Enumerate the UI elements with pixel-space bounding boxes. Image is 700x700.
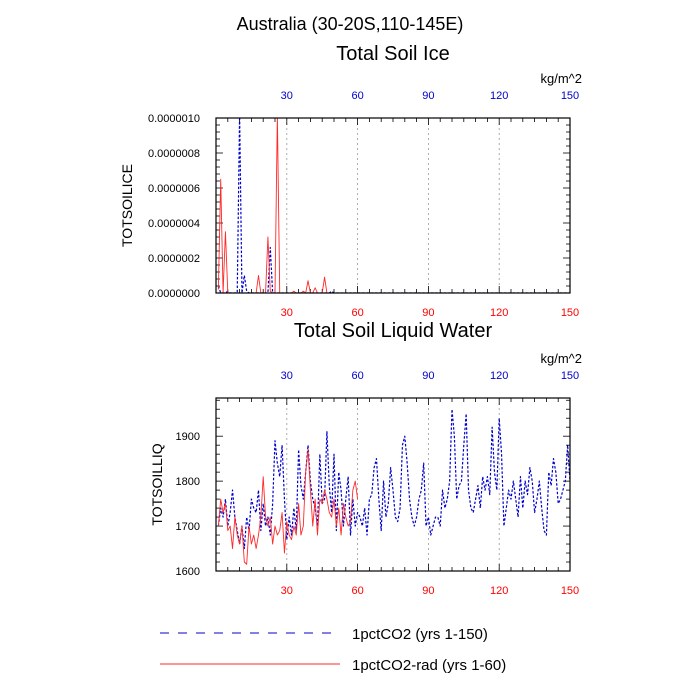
y-tick-label: 1800 — [176, 476, 200, 488]
plot-frame — [215, 117, 571, 294]
x-tick-label-bottom: 60 — [351, 585, 363, 597]
panel-soil-liquid-water: Total Soil Liquid Water kg/m^2 TOTSOILLIQ 1… — [149, 320, 582, 597]
x-tick-label-bottom: 30 — [281, 307, 293, 319]
x-tick-label-top: 150 — [561, 90, 579, 102]
x-tick-label-bottom: 120 — [490, 307, 508, 319]
y-axis-label: TOTSOILICE — [119, 164, 135, 247]
y-tick-label: 0.0000010 — [148, 113, 200, 125]
x-tick-label-top: 30 — [281, 90, 293, 102]
panel-title: Total Soil Ice — [336, 43, 449, 65]
x-tick-label-top: 60 — [351, 370, 363, 382]
y-tick-label: 0.0000004 — [148, 218, 200, 230]
x-tick-label-top: 120 — [490, 370, 508, 382]
legend-label-1pctco2: 1pctCO2 (yrs 1-150) — [352, 626, 488, 643]
x-tick-label-top: 120 — [490, 90, 508, 102]
x-tick-label-bottom: 90 — [422, 307, 434, 319]
units-label: kg/m^2 — [540, 351, 582, 366]
panel-soil-ice: Total Soil Ice kg/m^2 TOTSOILICE 0.0000000 0… — [119, 43, 582, 319]
x-tick-label-bottom: 120 — [490, 585, 508, 597]
y-tick-label: 1700 — [176, 521, 200, 533]
x-tick-label-top: 90 — [422, 370, 434, 382]
y-tick-label: 1600 — [176, 566, 200, 578]
y-axis-label: TOTSOILLIQ — [149, 443, 165, 525]
x-tick-label-top: 150 — [561, 370, 579, 382]
legend: 1pctCO2 (yrs 1-150) 1pctCO2-rad (yrs 1-6… — [160, 626, 506, 674]
series-line-1pctco2-rad — [217, 449, 359, 565]
x-tick-label-top: 30 — [281, 370, 293, 382]
x-tick-label-bottom: 90 — [422, 585, 434, 597]
x-tick-label-top: 60 — [351, 90, 363, 102]
x-tick-label-bottom: 150 — [561, 585, 579, 597]
x-tick-label-bottom: 60 — [351, 307, 363, 319]
y-tick-label: 0.0000006 — [148, 183, 200, 195]
y-tick-label: 0.0000008 — [148, 148, 200, 160]
y-tick-label: 0.0000000 — [148, 288, 200, 300]
panel-title: Total Soil Liquid Water — [294, 320, 493, 342]
x-tick-label-top: 90 — [422, 90, 434, 102]
units-label: kg/m^2 — [540, 71, 582, 86]
series-line-1pctco2 — [217, 408, 570, 550]
series-line-1pctco2 — [217, 118, 570, 293]
plot-frame — [215, 397, 571, 572]
x-tick-label-bottom: 30 — [281, 585, 293, 597]
y-tick-label: 1900 — [176, 431, 200, 443]
region-title: Australia (30-20S,110-145E) — [237, 14, 464, 34]
x-tick-label-bottom: 150 — [561, 307, 579, 319]
legend-label-1pctco2-rad: 1pctCO2-rad (yrs 1-60) — [352, 657, 506, 674]
y-tick-label: 0.0000002 — [148, 253, 200, 265]
